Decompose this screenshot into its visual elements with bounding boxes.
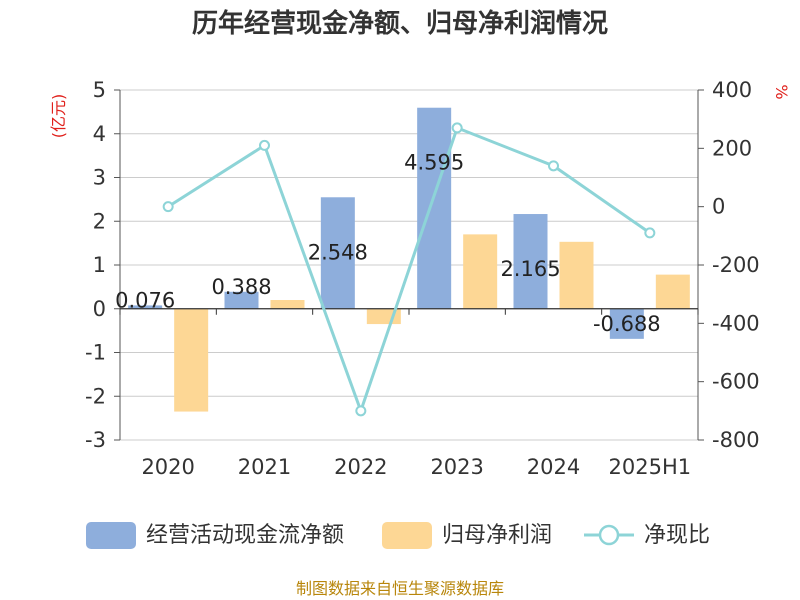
cash-flow-value-label: -0.688 <box>593 312 661 336</box>
x-tick-label: 2023 <box>430 455 483 479</box>
cash-flow-value-label: 4.595 <box>404 151 464 175</box>
legend-swatch <box>382 522 432 549</box>
left-tick-label: 5 <box>93 78 106 102</box>
right-tick-label: -800 <box>712 428 760 452</box>
right-tick-label: -200 <box>712 253 760 277</box>
data-labels: 0.076 0.388 2.548 4.595 2.165 -0.688 <box>115 151 661 336</box>
left-tick-label: 4 <box>93 122 106 146</box>
cash-flow-value-label: 2.165 <box>500 257 560 281</box>
legend-label: 净现比 <box>644 523 710 548</box>
ratio-point <box>451 122 463 134</box>
cash-flow-bar <box>128 305 163 309</box>
source-note: 制图数据来自恒生聚源数据库 <box>296 579 504 598</box>
x-tick-label: 2021 <box>238 455 291 479</box>
legend-swatch <box>86 522 136 549</box>
net-profit-bar <box>174 308 209 412</box>
right-tick-label: 400 <box>712 78 752 102</box>
ratio-point <box>162 201 174 213</box>
left-axis-unit: (亿元) <box>49 94 68 139</box>
ratio-point <box>355 405 367 417</box>
legend-marker <box>598 524 620 546</box>
net-profit-bar <box>270 300 305 309</box>
net-profit-bar <box>463 234 498 309</box>
x-tick-label: 2020 <box>141 455 194 479</box>
net-profit-bar <box>655 274 690 309</box>
ratio-point <box>259 139 270 151</box>
left-tick-label: -2 <box>85 384 106 408</box>
x-tick-label: 2022 <box>334 455 387 479</box>
axes: 5 4 3 2 1 0 -1 -2 -3 400 200 0 -200 -400 -600 -800 2020 2… <box>85 78 760 479</box>
left-tick-label: -1 <box>85 341 106 365</box>
left-tick-label: 1 <box>93 253 106 277</box>
cash-flow-bar <box>320 197 355 309</box>
right-tick-label: 200 <box>712 136 752 160</box>
cash-flow-bar <box>609 308 644 339</box>
x-tick-label: 2024 <box>527 455 580 479</box>
right-tick-label: -400 <box>712 311 760 335</box>
net-profit-bar <box>559 241 594 309</box>
x-tick-label: 2025H1 <box>609 455 692 479</box>
cash-flow-value-label: 2.548 <box>308 240 368 264</box>
left-tick-label: 0 <box>93 297 106 321</box>
cash-flow-bar <box>224 291 259 309</box>
ratio-line <box>162 122 656 417</box>
ratio-point <box>548 160 559 172</box>
chart-title: 历年经营现金净额、归母净利润情况 <box>192 8 608 39</box>
left-tick-label: -3 <box>85 428 106 452</box>
legend: 经营活动现金流净额 归母净利润 净现比 <box>86 522 710 549</box>
right-tick-label: -600 <box>712 370 760 394</box>
legend-label: 经营活动现金流净额 <box>146 523 344 548</box>
left-tick-label: 2 <box>93 209 106 233</box>
bars <box>128 107 690 412</box>
cash-flow-bar <box>417 107 452 309</box>
legend-label: 归母净利润 <box>442 523 552 548</box>
cash-flow-bar <box>513 214 548 309</box>
right-tick-label: 0 <box>712 195 725 219</box>
left-tick-label: 3 <box>93 166 106 190</box>
right-axis-unit: % <box>772 84 791 99</box>
ratio-point <box>644 227 656 239</box>
cash-flow-value-label: 0.388 <box>211 275 271 299</box>
ratio-series-line <box>167 125 651 416</box>
cash-flow-value-label: 0.076 <box>115 288 175 312</box>
